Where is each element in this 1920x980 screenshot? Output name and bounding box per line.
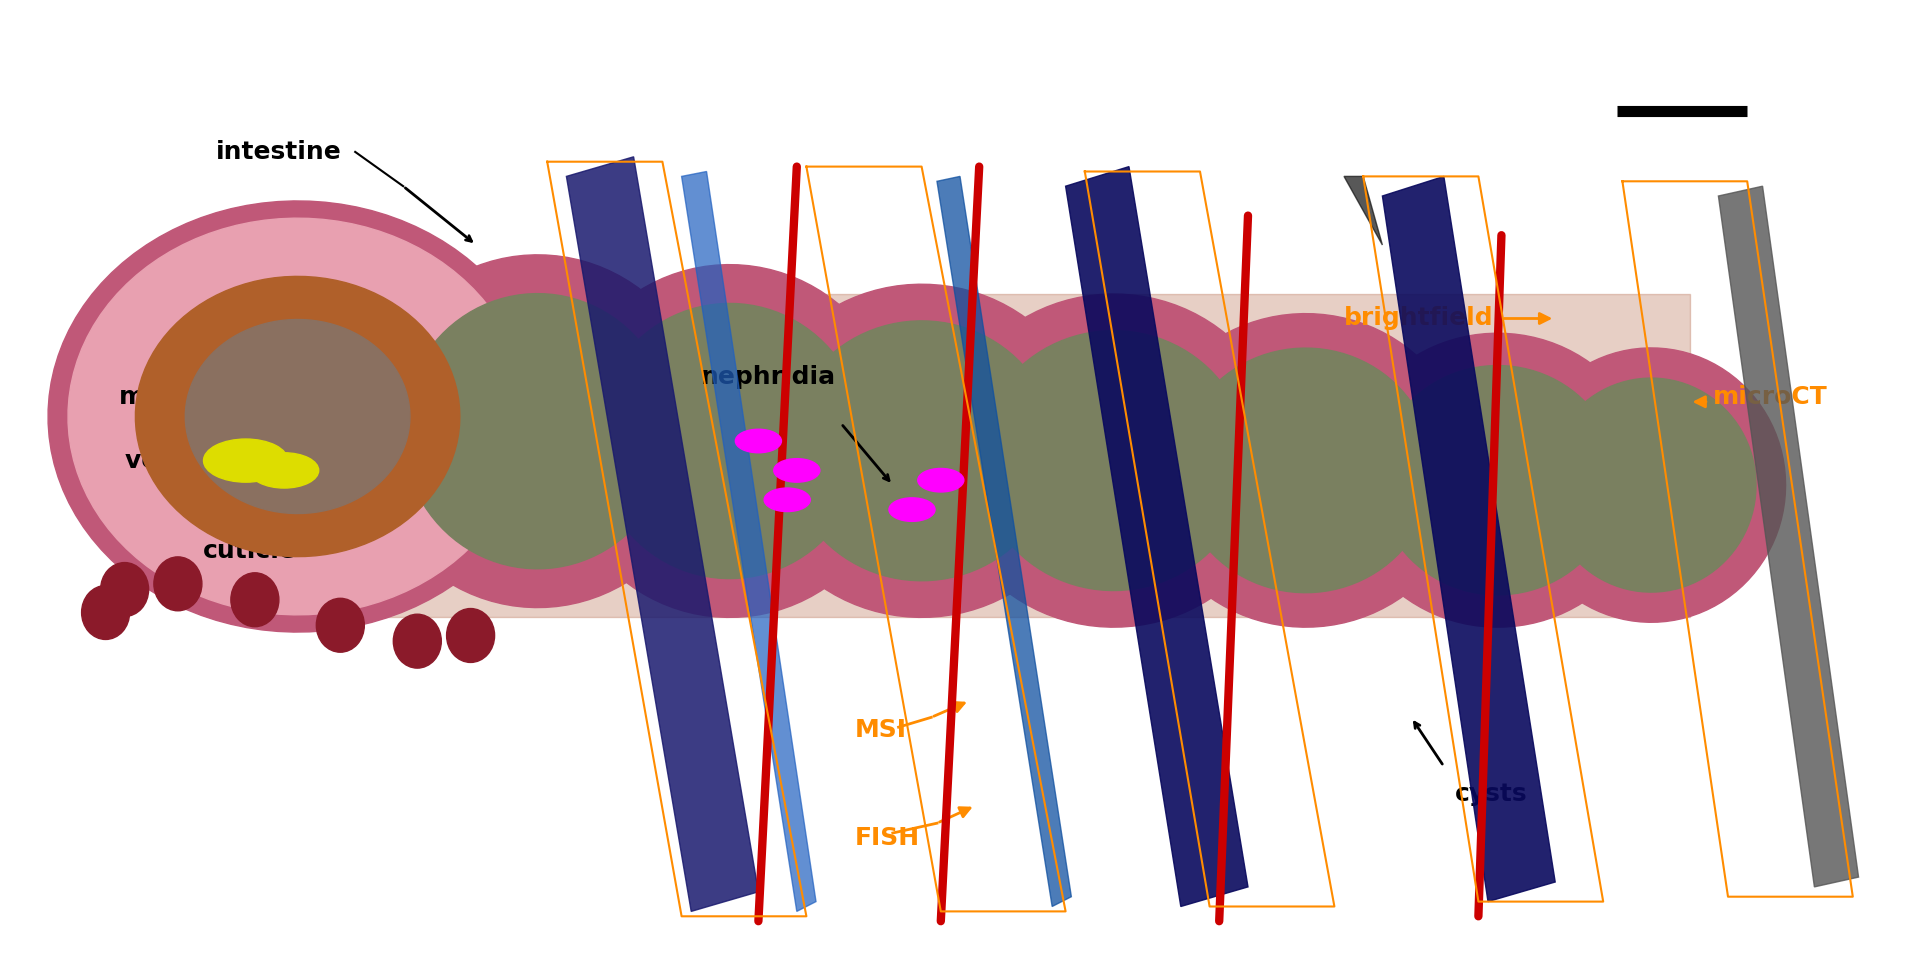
Text: cuticle: cuticle — [204, 539, 296, 563]
Polygon shape — [1517, 348, 1786, 622]
Polygon shape — [1379, 366, 1617, 595]
Circle shape — [889, 498, 935, 521]
Polygon shape — [787, 320, 1056, 581]
Circle shape — [250, 453, 319, 488]
Polygon shape — [979, 330, 1248, 591]
Polygon shape — [136, 276, 461, 557]
Polygon shape — [186, 319, 411, 514]
Polygon shape — [1066, 167, 1248, 906]
Ellipse shape — [154, 557, 202, 611]
Polygon shape — [403, 294, 672, 568]
Polygon shape — [1344, 333, 1651, 627]
Ellipse shape — [230, 572, 278, 626]
Text: MSI: MSI — [854, 718, 906, 742]
Text: brightfield: brightfield — [1344, 307, 1494, 330]
Ellipse shape — [100, 563, 148, 616]
Polygon shape — [1718, 186, 1859, 887]
Polygon shape — [1179, 348, 1432, 593]
Polygon shape — [1382, 176, 1555, 902]
Polygon shape — [557, 265, 902, 617]
Polygon shape — [749, 284, 1094, 617]
Text: cysts: cysts — [1455, 782, 1528, 806]
Text: musculature: musculature — [119, 385, 296, 409]
Polygon shape — [682, 172, 816, 911]
Polygon shape — [1546, 378, 1757, 592]
Text: FISH: FISH — [854, 826, 920, 850]
Circle shape — [204, 439, 288, 482]
Ellipse shape — [447, 609, 495, 662]
Polygon shape — [67, 219, 528, 614]
Polygon shape — [937, 176, 1071, 907]
Circle shape — [918, 468, 964, 492]
Text: nephridia: nephridia — [701, 366, 835, 389]
Circle shape — [764, 488, 810, 512]
Polygon shape — [941, 294, 1286, 627]
Polygon shape — [566, 157, 758, 911]
Circle shape — [774, 459, 820, 482]
Polygon shape — [1142, 314, 1469, 627]
Text: ventral nerve: ventral nerve — [125, 449, 315, 472]
Text: intestine: intestine — [215, 140, 342, 164]
Ellipse shape — [317, 599, 365, 653]
Ellipse shape — [394, 614, 442, 668]
Circle shape — [735, 429, 781, 453]
Polygon shape — [1344, 176, 1382, 245]
Polygon shape — [595, 304, 864, 578]
Polygon shape — [365, 255, 710, 608]
Text: microCT: microCT — [1713, 385, 1828, 409]
Ellipse shape — [81, 586, 129, 640]
Polygon shape — [48, 201, 547, 632]
